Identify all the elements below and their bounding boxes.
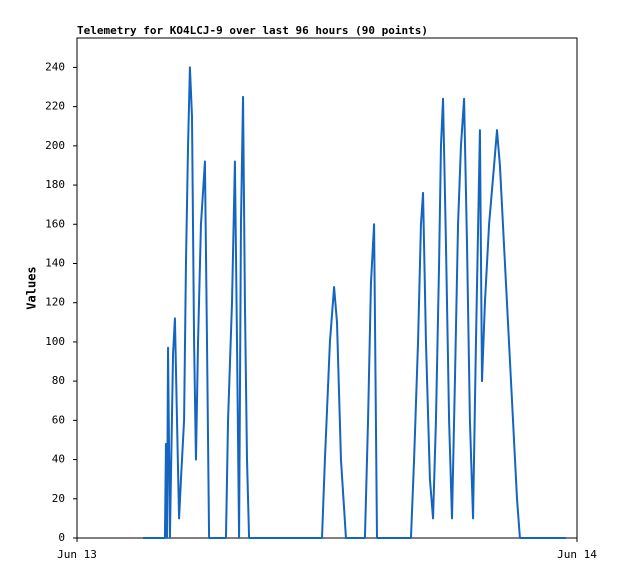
y-tick-label: 60 [52,413,65,426]
y-tick-label: 200 [45,139,65,152]
y-tick-label: 100 [45,335,65,348]
plot-frame [76,37,578,539]
x-tick-label: Jun 13 [57,548,97,561]
y-tick-label: 240 [45,60,65,73]
y-tick-label: 20 [52,492,65,505]
y-tick-label: 0 [58,531,65,544]
data-line [143,66,566,539]
y-tick-label: 40 [52,453,65,466]
y-axis-label: Values [25,266,39,309]
chart-title: Telemetry for KO4LCJ-9 over last 96 hour… [77,24,428,37]
y-tick-label: 140 [45,256,65,269]
y-tick-label: 160 [45,217,65,230]
y-tick-label: 180 [45,178,65,191]
y-tick-label: 120 [45,296,65,309]
x-tick-label: Jun 14 [557,548,597,561]
y-tick-label: 80 [52,374,65,387]
y-tick-label: 220 [45,100,65,113]
